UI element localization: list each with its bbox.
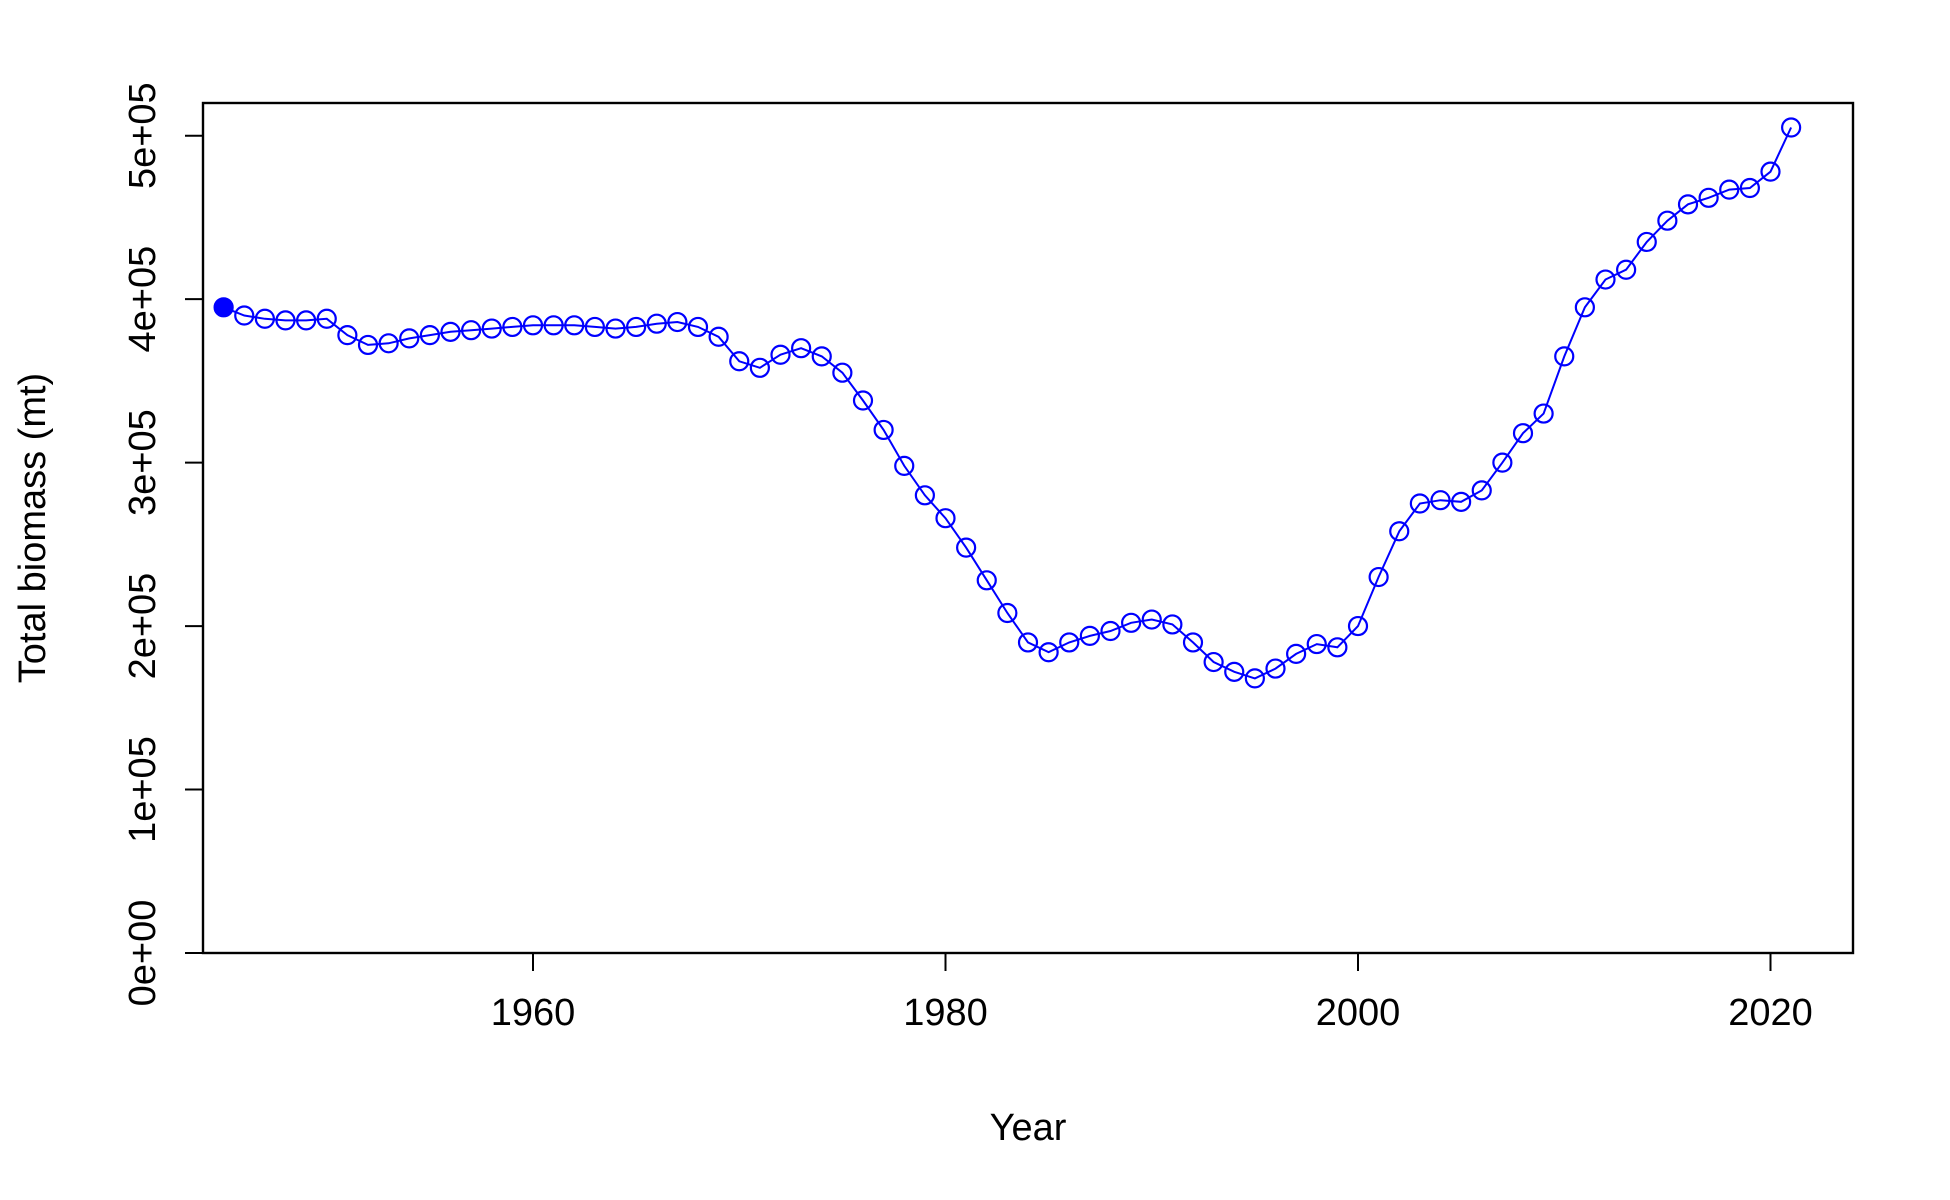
data-point xyxy=(481,318,502,339)
y-tick-label: 1e+05 xyxy=(122,736,164,843)
data-point xyxy=(1677,194,1699,215)
data-point xyxy=(1286,643,1307,664)
y-tick-label: 5e+05 xyxy=(122,82,164,189)
series-line xyxy=(223,127,1793,680)
data-point xyxy=(1760,161,1781,182)
data-point xyxy=(1100,620,1121,642)
data-point xyxy=(646,313,667,334)
data-point xyxy=(1162,614,1183,635)
data-point xyxy=(1079,625,1100,646)
data-point xyxy=(1492,452,1513,473)
data-point xyxy=(1409,493,1430,514)
data-point xyxy=(997,602,1018,624)
data-point xyxy=(1368,566,1389,588)
data-point xyxy=(749,357,770,378)
data-point xyxy=(378,333,399,354)
data-point xyxy=(1203,651,1224,673)
data-point xyxy=(357,334,379,356)
y-axis-label: Total biomass (mt) xyxy=(12,373,54,683)
y-axis: 0e+00 1e+05 2e+05 3e+05 4e+05 5e+05 xyxy=(122,82,204,1007)
data-point xyxy=(956,537,977,558)
data-point xyxy=(1657,210,1678,231)
data-point xyxy=(1038,642,1059,663)
data-point xyxy=(584,316,605,338)
data-point xyxy=(1636,231,1657,253)
data-point xyxy=(419,325,440,346)
data-point xyxy=(1017,632,1039,653)
data-point xyxy=(1574,297,1595,318)
data-point xyxy=(1389,521,1410,542)
data-point xyxy=(1739,177,1760,199)
x-tick-label: 2020 xyxy=(1728,992,1813,1034)
series-points xyxy=(213,117,1802,689)
x-axis-label: Year xyxy=(990,1107,1067,1149)
data-point xyxy=(1265,658,1286,679)
data-point xyxy=(1533,403,1554,424)
data-point xyxy=(543,315,564,336)
data-point xyxy=(1616,259,1637,280)
data-point xyxy=(1698,187,1719,208)
data-point xyxy=(811,346,832,367)
data-point xyxy=(1430,490,1451,511)
data-point xyxy=(667,311,688,333)
y-tick-label: 0e+00 xyxy=(122,900,164,1007)
data-point xyxy=(873,419,894,441)
data-point xyxy=(254,308,275,329)
data-point xyxy=(687,316,709,338)
data-point xyxy=(337,325,358,346)
data-point xyxy=(1306,633,1327,655)
data-point xyxy=(894,455,915,476)
y-tick-label: 3e+05 xyxy=(122,409,164,516)
data-point xyxy=(1224,661,1245,682)
data-point xyxy=(935,508,956,529)
y-tick-label: 2e+05 xyxy=(122,573,164,680)
data-point xyxy=(564,315,585,336)
data-point xyxy=(708,326,729,347)
data-point xyxy=(832,362,853,383)
data-point xyxy=(1327,637,1348,658)
data-point xyxy=(1554,346,1575,367)
data-point xyxy=(1719,179,1740,200)
data-point xyxy=(1347,615,1369,637)
data-point xyxy=(1059,632,1080,653)
data-point xyxy=(399,328,420,349)
data-point xyxy=(234,305,255,326)
data-point xyxy=(770,344,791,365)
x-tick-label: 2000 xyxy=(1316,992,1401,1034)
data-point xyxy=(275,310,296,331)
data-point xyxy=(1512,423,1534,444)
data-point xyxy=(502,316,523,338)
biomass-line xyxy=(223,127,1793,680)
data-point xyxy=(1471,480,1492,501)
data-point xyxy=(1182,632,1204,653)
plot-frame xyxy=(201,101,1855,955)
data-point xyxy=(976,570,997,591)
data-point xyxy=(440,321,461,342)
data-point xyxy=(1121,612,1142,633)
data-point xyxy=(1141,609,1162,630)
data-point xyxy=(522,315,544,336)
data-point xyxy=(1595,269,1616,290)
data-point xyxy=(791,338,812,359)
data-point xyxy=(605,318,626,339)
data-point xyxy=(296,310,317,331)
data-point xyxy=(914,485,935,506)
data-point xyxy=(1781,117,1802,138)
data-point xyxy=(316,308,337,329)
x-tick-label: 1960 xyxy=(491,992,576,1034)
data-point xyxy=(852,390,874,411)
data-point xyxy=(626,316,647,338)
data-point xyxy=(729,351,750,372)
x-tick-label: 1980 xyxy=(903,992,988,1034)
data-point xyxy=(1244,668,1265,689)
data-point xyxy=(213,297,234,318)
data-point xyxy=(461,320,482,341)
data-point xyxy=(1451,491,1472,512)
y-tick-label: 4e+05 xyxy=(122,246,164,353)
x-axis: 1960 1980 2000 2020 xyxy=(491,952,1813,1034)
